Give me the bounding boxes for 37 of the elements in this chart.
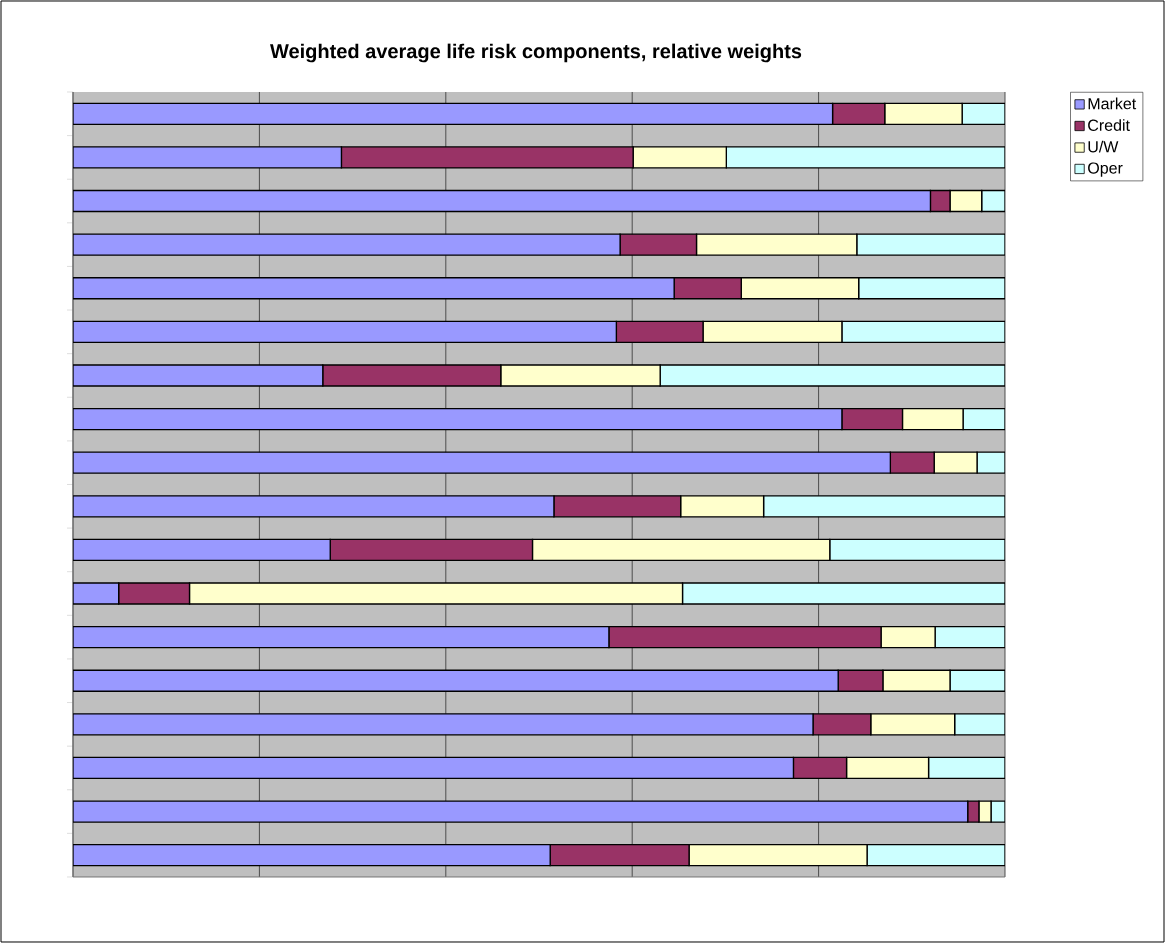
chart-title: Weighted average life risk components, relative weights	[270, 43, 802, 63]
bar	[934, 625, 1005, 649]
bar	[73, 538, 331, 562]
bar	[829, 538, 1005, 562]
bar	[762, 495, 1005, 518]
bar	[73, 146, 343, 169]
bar	[961, 102, 1005, 125]
legend-label: Market	[1088, 97, 1137, 110]
bar	[659, 364, 1005, 387]
bar	[73, 669, 839, 692]
bar	[856, 233, 1005, 256]
bar	[866, 844, 1005, 867]
bar	[73, 277, 675, 300]
bar	[841, 320, 1005, 344]
legend-label: Oper	[1088, 162, 1123, 177]
legend-label: U/W	[1088, 140, 1119, 153]
bar	[858, 277, 1005, 300]
legend-label: Credit	[1088, 119, 1130, 131]
bar	[73, 844, 551, 867]
bar	[73, 320, 618, 344]
bar	[681, 582, 1005, 605]
bar	[725, 146, 1005, 169]
bar	[73, 451, 892, 474]
bar	[73, 233, 621, 256]
bar	[73, 756, 795, 780]
bar	[73, 625, 610, 649]
bar	[73, 364, 324, 387]
bar	[927, 756, 1005, 780]
bar	[73, 800, 969, 823]
bar	[73, 495, 555, 518]
bar	[73, 713, 814, 736]
bar	[73, 407, 843, 431]
bar	[949, 669, 1005, 692]
bar	[73, 102, 834, 125]
bar	[73, 189, 932, 213]
bar	[962, 407, 1005, 431]
bar	[981, 189, 1005, 213]
